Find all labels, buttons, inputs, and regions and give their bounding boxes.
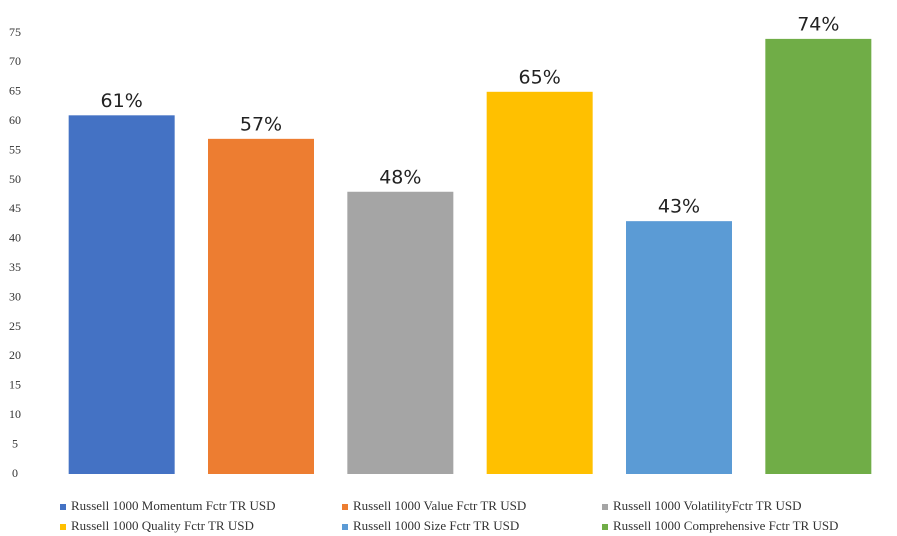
- value-label: 65%: [519, 66, 561, 88]
- y-tick-label: 0: [12, 466, 18, 480]
- bar: [486, 91, 593, 475]
- y-tick-label: 30: [9, 289, 21, 303]
- legend-swatch: [60, 524, 66, 530]
- value-label: 61%: [101, 90, 143, 112]
- y-tick-label: 50: [9, 172, 21, 186]
- y-tick-label: 20: [9, 348, 21, 362]
- legend-label: Russell 1000 Quality Fctr TR USD: [71, 518, 254, 533]
- y-tick-label: 5: [12, 436, 18, 450]
- y-tick-label: 45: [9, 201, 21, 215]
- legend-swatch: [60, 504, 66, 510]
- bar: [765, 38, 872, 474]
- legend-label: Russell 1000 Momentum Fctr TR USD: [71, 498, 276, 513]
- value-label: 74%: [797, 13, 839, 35]
- legend-label: Russell 1000 VolatilityFctr TR USD: [613, 498, 802, 513]
- legend-swatch: [602, 504, 608, 510]
- y-tick-label: 60: [9, 113, 21, 127]
- legend-swatch: [602, 524, 608, 530]
- y-tick-label: 40: [9, 231, 21, 245]
- value-label: 48%: [379, 166, 421, 188]
- y-tick-label: 10: [9, 407, 21, 421]
- y-tick-label: 65: [9, 84, 21, 98]
- y-tick-label: 25: [9, 319, 21, 333]
- y-tick-label: 15: [9, 378, 21, 392]
- bar: [347, 191, 454, 474]
- legend-swatch: [342, 504, 348, 510]
- y-tick-label: 75: [9, 25, 21, 39]
- value-label: 43%: [658, 196, 700, 218]
- bar: [626, 221, 732, 474]
- value-label: 57%: [240, 113, 282, 135]
- legend-label: Russell 1000 Comprehensive Fctr TR USD: [613, 518, 838, 533]
- y-tick-label: 35: [9, 260, 21, 274]
- legend-label: Russell 1000 Value Fctr TR USD: [353, 498, 526, 513]
- bar: [68, 115, 175, 474]
- legend-swatch: [342, 524, 348, 530]
- y-tick-label: 55: [9, 142, 21, 156]
- legend-label: Russell 1000 Size Fctr TR USD: [353, 518, 519, 533]
- y-tick-label: 70: [9, 54, 21, 68]
- bar: [208, 138, 314, 474]
